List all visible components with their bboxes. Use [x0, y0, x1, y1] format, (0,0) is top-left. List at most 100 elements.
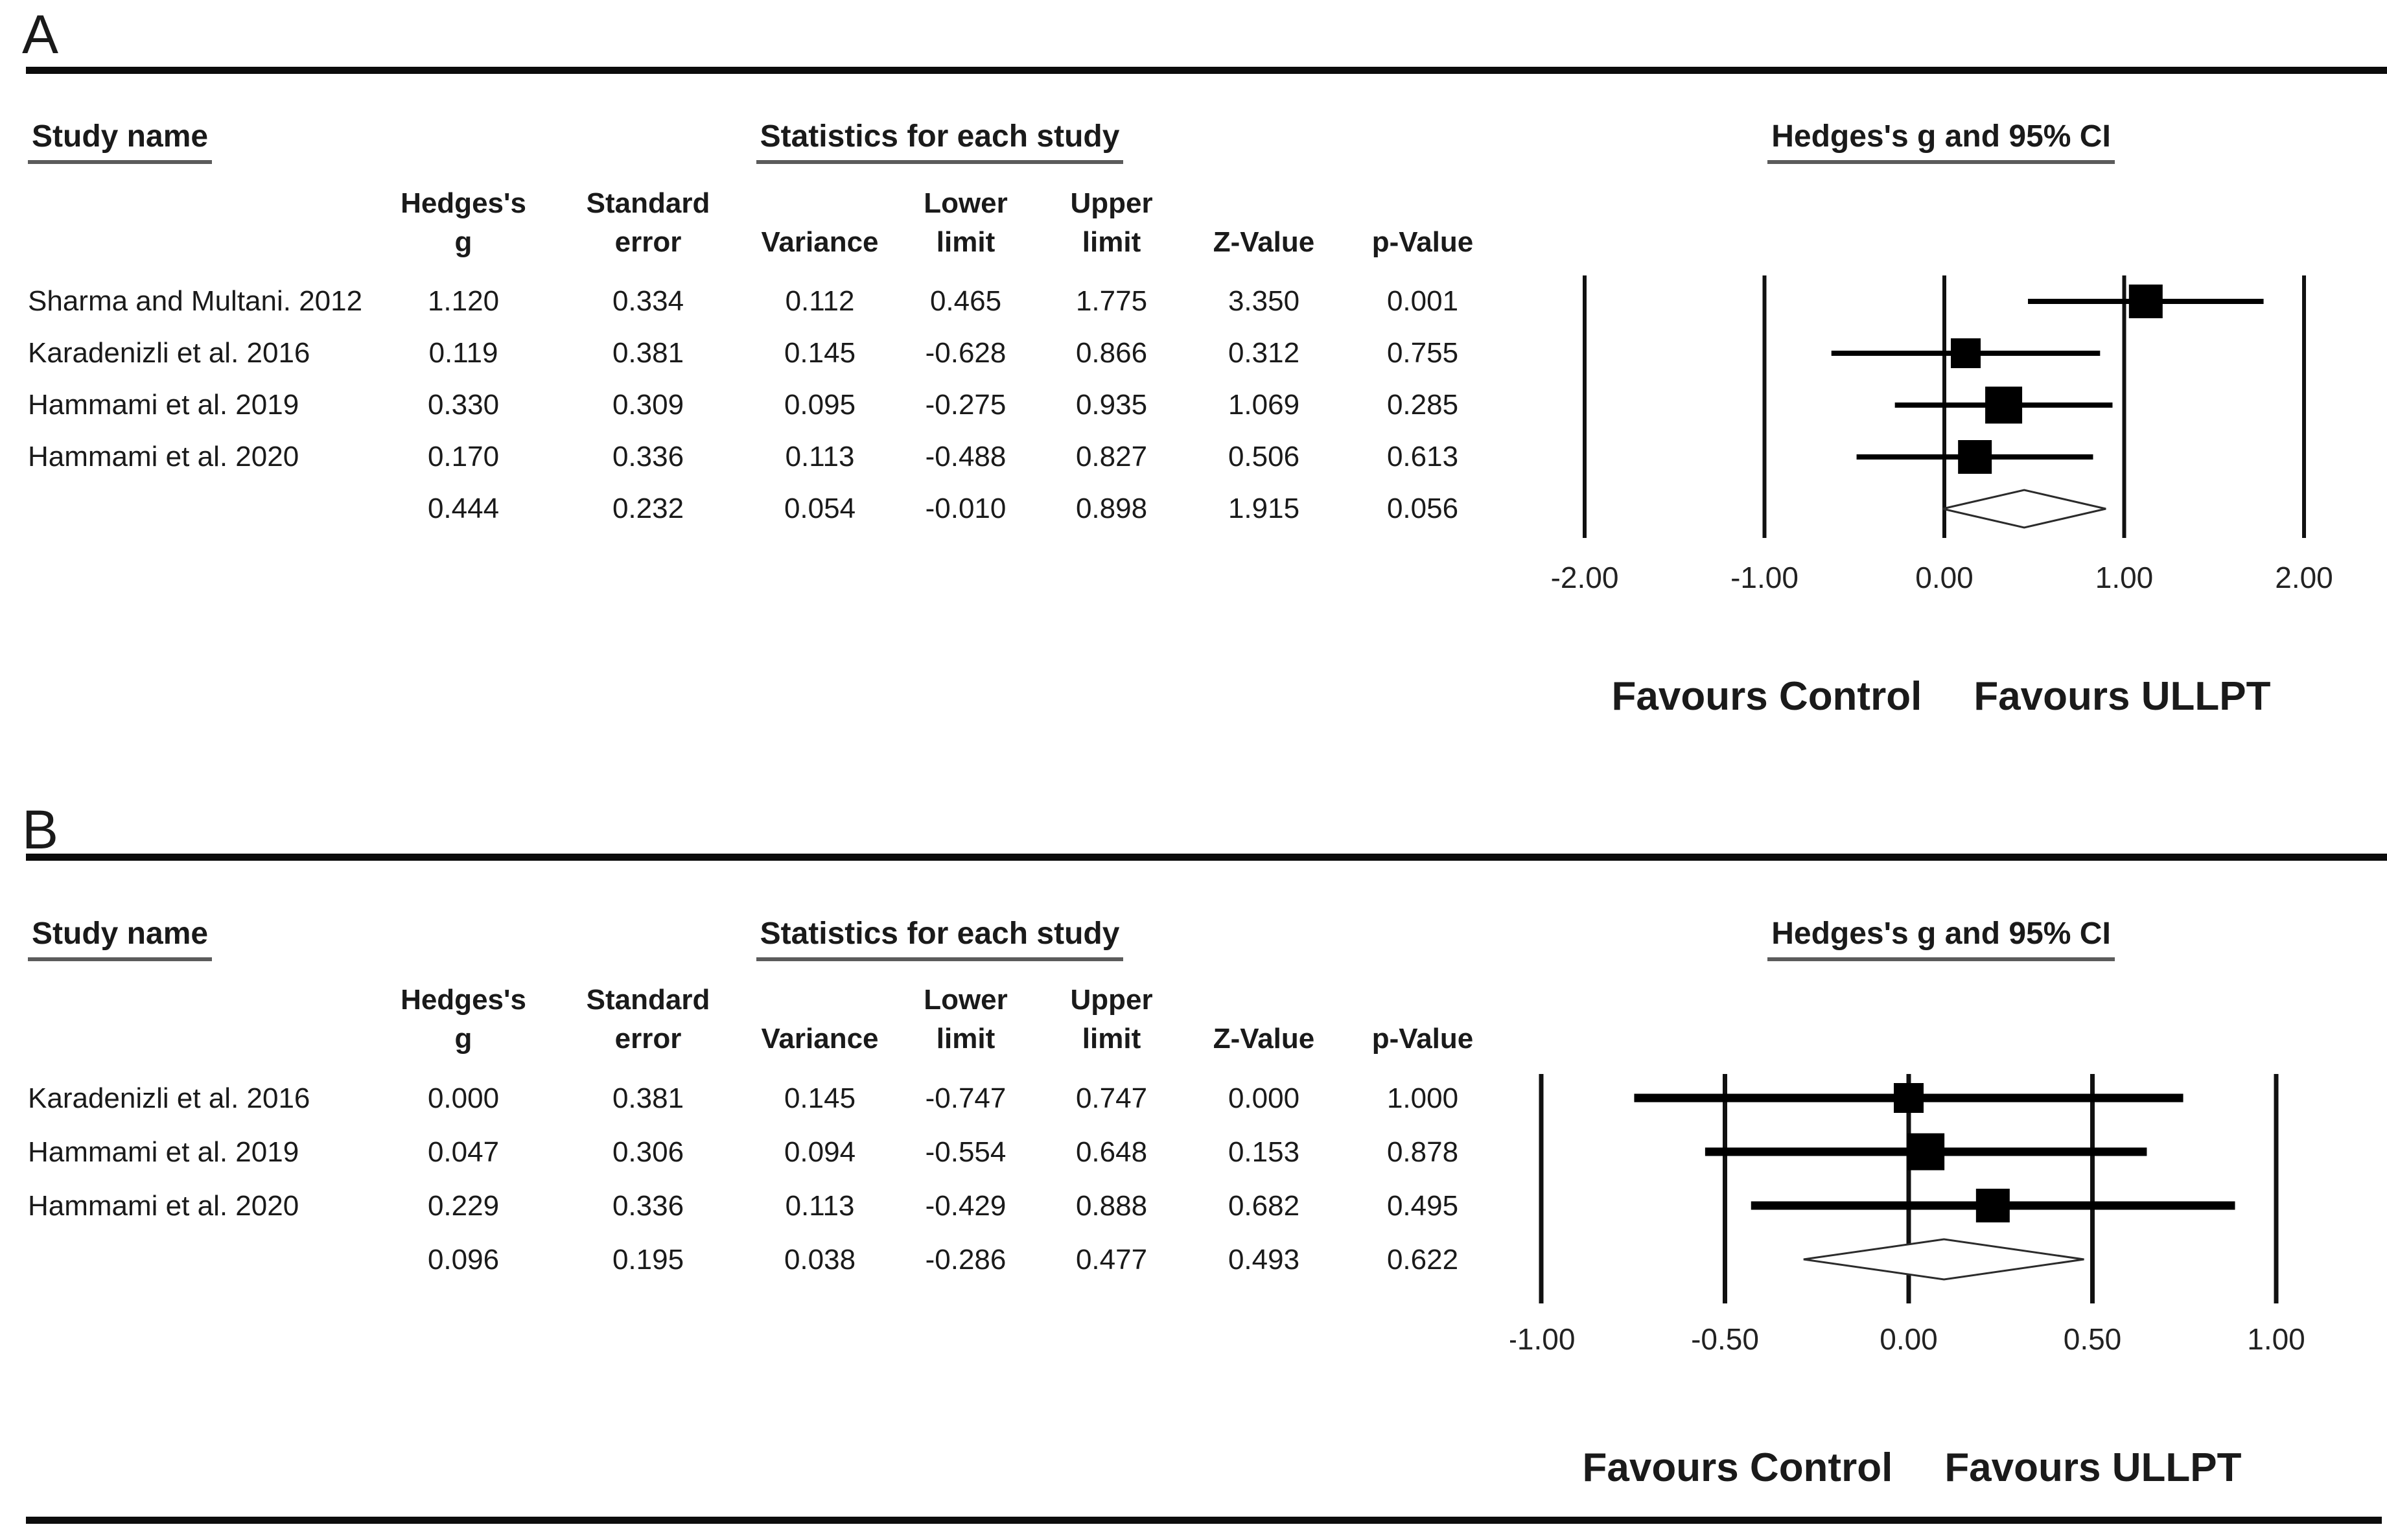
cell-p: 0.622	[1386, 1243, 1459, 1276]
cell-lower: -0.429	[925, 1189, 1007, 1222]
column-header-line2: limit	[936, 1023, 996, 1055]
column-header-line2: g	[454, 1023, 472, 1055]
forest-plot: -2.00 -1.00 0.00 1.00 2.00	[1510, 275, 2372, 603]
statistics-header: Statistics for each study	[756, 916, 1124, 961]
column-header-line1: Upper	[1070, 984, 1153, 1016]
cell-upper: 1.775	[1075, 285, 1148, 317]
study-name-cell: Sharma and Multani. 2012	[28, 285, 363, 317]
cell-upper: 0.648	[1075, 1136, 1148, 1168]
column-header-spacer	[28, 184, 376, 262]
effect-square	[1958, 440, 1992, 474]
cell-p: 0.878	[1386, 1136, 1459, 1168]
study-name-cell: Karadenizli et al. 2016	[28, 337, 310, 369]
section-headers: Study name Statistics for each study Hed…	[28, 916, 2387, 974]
cell-se: 0.336	[612, 1189, 684, 1222]
axis-tick-label: -1.00	[1730, 561, 1799, 594]
column-header-variance: Variance	[745, 981, 894, 1058]
axis-tick-label: 2.00	[2275, 561, 2333, 594]
column-header-g: Hedges's g	[376, 981, 551, 1058]
cell-z: 0.682	[1228, 1189, 1300, 1222]
column-header-line1	[745, 981, 894, 1020]
bottom-divider	[26, 1517, 2382, 1524]
study-row: Karadenizli et al. 2016 0.000 0.381 0.145 -0…	[28, 1071, 1504, 1125]
study-name-cell: Hammami et al. 2019	[28, 389, 299, 421]
forest-plot-svg: -2.00 -1.00 0.00 1.00 2.00	[1551, 275, 2333, 594]
column-header-spacer	[28, 981, 376, 1058]
column-header-line2: limit	[1082, 226, 1141, 258]
cell-p: 1.000	[1386, 1082, 1459, 1114]
column-header-line2: Variance	[761, 226, 879, 258]
study-row: Hammami et al. 2020 0.229 0.336 0.113 -0.429…	[28, 1179, 1504, 1233]
cell-lower: -0.286	[925, 1243, 1007, 1276]
effect-square	[1975, 1189, 2010, 1222]
cell-lower: -0.628	[925, 337, 1007, 369]
forest-plot: -1.00 -0.50 0.00 0.50 1.00	[1510, 1071, 2372, 1366]
cell-se: 0.306	[612, 1136, 684, 1168]
table-rows: Karadenizli et al. 2016 0.000 0.381 0.145 -0…	[28, 1071, 1504, 1287]
cell-se: 0.381	[612, 337, 684, 369]
column-header-se: Standard error	[551, 184, 745, 262]
table-rows: Sharma and Multani. 2012 1.120 0.334 0.112 0…	[28, 275, 1504, 535]
cell-se: 0.309	[612, 389, 684, 421]
panel-letter: B	[22, 799, 59, 860]
effect-square	[1951, 338, 1981, 368]
cell-g: 0.000	[427, 1082, 500, 1114]
column-header-line2: limit	[1082, 1023, 1141, 1055]
study-name-header: Study name	[28, 119, 213, 164]
panel-top-divider	[26, 854, 2387, 861]
cell-p: 0.613	[1386, 441, 1459, 472]
study-row: Hammami et al. 2019 0.330 0.309 0.095 -0.275…	[28, 379, 1504, 431]
plot-header-wrap: Hedges's g and 95% CI	[1510, 916, 2372, 961]
forest-plot-svg: -1.00 -0.50 0.00 0.50 1.00	[1510, 1074, 2305, 1356]
cell-g: 0.330	[427, 389, 500, 421]
cell-upper: 0.888	[1075, 1189, 1148, 1222]
panel-letter: A	[22, 4, 59, 65]
axis-tick-label: 0.00	[1915, 561, 1974, 594]
column-header-line2: p-Value	[1371, 1023, 1474, 1055]
cell-upper: 0.827	[1075, 441, 1148, 472]
panel-top-divider	[26, 67, 2387, 74]
study-name-cell: Hammami et al. 2020	[28, 441, 299, 472]
cell-upper: 0.747	[1075, 1082, 1148, 1114]
panel-a: A Study name Statistics for each study H…	[0, 0, 2387, 765]
column-header-line2: limit	[936, 226, 996, 258]
column-headers: Hedges's g Standard error Variance Lower limit…	[28, 981, 1504, 1058]
plot-header: Hedges's g and 95% CI	[1767, 119, 2115, 164]
cell-g: 0.047	[427, 1136, 500, 1168]
plot-header: Hedges's g and 95% CI	[1767, 916, 2115, 961]
summary-diamond	[1942, 489, 2106, 529]
column-header-line1	[1186, 184, 1342, 223]
cell-p: 0.755	[1386, 337, 1459, 369]
study-name-header-wrap: Study name	[28, 916, 213, 961]
cell-g: 0.444	[427, 493, 500, 524]
study-row: Karadenizli et al. 2016 0.119 0.381 0.145 -0…	[28, 327, 1504, 379]
cell-z: 0.493	[1228, 1243, 1300, 1276]
study-name-cell: Karadenizli et al. 2016	[28, 1082, 310, 1114]
column-header-g: Hedges's g	[376, 184, 551, 262]
study-name-cell: Hammami et al. 2019	[28, 1136, 299, 1168]
column-header-line2: error	[614, 1023, 682, 1055]
column-header-line1: Hedges's	[401, 187, 526, 219]
favours-labels: Favours Control Favours ULLPT	[1510, 674, 2372, 719]
summary-row: 0.096 0.195 0.038 -0.286 0.477 0.493 0.622	[28, 1233, 1504, 1287]
study-name-cell: Hammami et al. 2020	[28, 1189, 299, 1222]
cell-z: 1.915	[1228, 493, 1300, 524]
column-header-line1	[1186, 981, 1342, 1020]
axis-tick-label: -1.00	[1510, 1322, 1575, 1356]
cell-z: 0.506	[1228, 441, 1300, 472]
cell-g: 0.119	[428, 337, 498, 369]
cell-p: 0.056	[1386, 493, 1459, 524]
axis-tick-label: -2.00	[1551, 561, 1619, 594]
favours-left-label: Favours Control	[1611, 674, 1922, 719]
axis-tick-label: 1.00	[2247, 1322, 2305, 1356]
cell-z: 1.069	[1228, 389, 1300, 421]
cell-variance: 0.145	[784, 337, 856, 369]
cell-variance: 0.113	[785, 441, 855, 472]
study-row: Hammami et al. 2020 0.170 0.336 0.113 -0.488…	[28, 431, 1504, 483]
cell-lower: 0.465	[929, 285, 1002, 317]
summary-diamond	[1803, 1238, 2084, 1281]
cell-g: 0.229	[427, 1189, 500, 1222]
cell-lower: -0.747	[925, 1082, 1007, 1114]
column-header-se: Standard error	[551, 981, 745, 1058]
